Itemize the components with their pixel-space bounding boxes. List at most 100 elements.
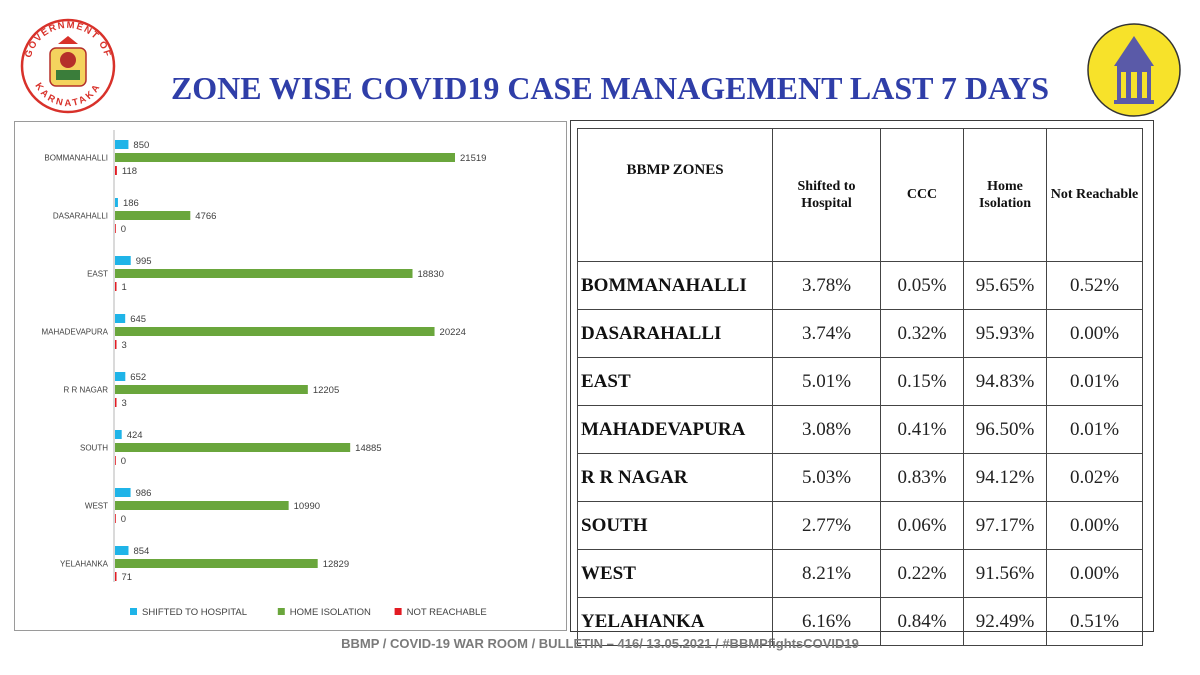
data-label: 3 xyxy=(122,340,127,351)
data-label: 645 xyxy=(130,314,146,325)
zone-cell: DASARAHALLI xyxy=(577,309,773,358)
data-label: 850 xyxy=(133,140,149,151)
table-row: R R NAGAR 5.03% 0.83% 94.12% 0.02% xyxy=(577,453,1143,502)
category-label-east: EAST xyxy=(87,270,108,279)
data-label: 71 xyxy=(122,572,133,583)
bar-mahadevapura-shifted-to-hospital xyxy=(115,314,126,323)
bar-west-home-isolation xyxy=(115,501,289,510)
data-label: 854 xyxy=(133,546,149,557)
ccc-cell: 0.05% xyxy=(880,261,964,310)
data-label: 12205 xyxy=(313,385,339,396)
notreach-cell: 0.01% xyxy=(1046,405,1143,454)
table-row: SOUTH 2.77% 0.06% 97.17% 0.00% xyxy=(577,501,1143,550)
bar-dasarahalli-shifted-to-hospital xyxy=(115,198,118,207)
data-label: 0 xyxy=(121,514,126,525)
home-cell: 94.83% xyxy=(963,357,1047,406)
ccc-cell: 0.15% xyxy=(880,357,964,406)
legend-swatch xyxy=(130,608,137,615)
notreach-cell: 0.00% xyxy=(1046,501,1143,550)
hospital-cell: 5.03% xyxy=(772,453,881,502)
home-cell: 95.93% xyxy=(963,309,1047,358)
table-header-row: BBMP ZONES Shifted to Hospital CCC Home … xyxy=(577,128,1143,262)
bar-r-r-nagar-shifted-to-hospital xyxy=(115,372,126,381)
zone-cell: MAHADEVAPURA xyxy=(577,405,773,454)
bar-dasarahalli-not-reachable xyxy=(115,224,116,233)
bar-dasarahalli-home-isolation xyxy=(115,211,191,220)
notreach-cell: 0.01% xyxy=(1046,357,1143,406)
table-row: MAHADEVAPURA 3.08% 0.41% 96.50% 0.01% xyxy=(577,405,1143,454)
hospital-cell: 3.08% xyxy=(772,405,881,454)
footer-bulletin: BBMP / COVID-19 WAR ROOM / BULLETIN – 41… xyxy=(341,636,859,651)
legend-label: HOME ISOLATION xyxy=(290,607,371,618)
page-title: ZONE WISE COVID19 CASE MANAGEMENT LAST 7… xyxy=(170,70,1050,106)
data-label: 20224 xyxy=(440,327,466,338)
zone-percentage-table-box: BBMP ZONES Shifted to Hospital CCC Home … xyxy=(570,120,1154,646)
hospital-cell: 8.21% xyxy=(772,549,881,598)
data-label: 12829 xyxy=(323,559,349,570)
header-bbmp-zones: BBMP ZONES xyxy=(577,128,773,262)
legend-swatch xyxy=(394,608,402,615)
bar-yelahanka-not-reachable xyxy=(115,572,117,581)
karnataka-government-emblem: GOVERNMENT OF KARNATAKA xyxy=(16,14,120,114)
zone-cell: YELAHANKA xyxy=(577,597,773,646)
bar-south-not-reachable xyxy=(115,456,116,465)
data-label: 21519 xyxy=(460,153,486,164)
bar-south-shifted-to-hospital xyxy=(115,430,122,439)
bar-r-r-nagar-not-reachable xyxy=(115,398,117,407)
home-cell: 97.17% xyxy=(963,501,1047,550)
home-cell: 92.49% xyxy=(963,597,1047,646)
data-label: 18830 xyxy=(418,269,444,280)
table-row: EAST 5.01% 0.15% 94.83% 0.01% xyxy=(577,357,1143,406)
table-row: YELAHANKA 6.16% 0.84% 92.49% 0.51% xyxy=(577,597,1143,646)
table-row: BOMMANAHALLI 3.78% 0.05% 95.65% 0.52% xyxy=(577,261,1143,310)
data-label: 118 xyxy=(122,166,137,177)
ccc-cell: 0.22% xyxy=(880,549,964,598)
data-label: 186 xyxy=(123,198,139,209)
bar-mahadevapura-not-reachable xyxy=(115,340,117,349)
ccc-cell: 0.84% xyxy=(880,597,964,646)
notreach-cell: 0.51% xyxy=(1046,597,1143,646)
legend-swatch xyxy=(277,608,285,615)
bar-yelahanka-shifted-to-hospital xyxy=(115,546,129,555)
notreach-cell: 0.02% xyxy=(1046,453,1143,502)
data-label: 986 xyxy=(136,488,152,499)
legend-label: SHIFTED TO HOSPITAL xyxy=(142,607,247,618)
hospital-cell: 5.01% xyxy=(772,357,881,406)
category-label-dasarahalli: DASARAHALLI xyxy=(53,212,108,221)
zone-percentage-table: BBMP ZONES Shifted to Hospital CCC Home … xyxy=(577,128,1143,646)
zone-cell: SOUTH xyxy=(577,501,773,550)
bar-chart-svg: BOMMANAHALLI 850 21519 118 DASARAHALLI 186 476… xyxy=(41,130,487,618)
category-label-yelahanka: YELAHANKA xyxy=(60,560,109,569)
bar-west-shifted-to-hospital xyxy=(115,488,131,497)
data-label: 0 xyxy=(121,456,126,467)
category-label-bommanahalli: BOMMANAHALLI xyxy=(44,154,108,163)
data-label: 14885 xyxy=(355,443,381,454)
zone-cell: BOMMANAHALLI xyxy=(577,261,773,310)
ccc-cell: 0.06% xyxy=(880,501,964,550)
ccc-cell: 0.41% xyxy=(880,405,964,454)
home-cell: 96.50% xyxy=(963,405,1047,454)
data-label: 0 xyxy=(121,224,126,235)
home-cell: 91.56% xyxy=(963,549,1047,598)
hospital-cell: 3.74% xyxy=(772,309,881,358)
bar-chart: BOMMANAHALLI 850 21519 118 DASARAHALLI 186 476… xyxy=(14,121,567,631)
bar-bommanahalli-home-isolation xyxy=(115,153,456,162)
table-row: WEST 8.21% 0.22% 91.56% 0.00% xyxy=(577,549,1143,598)
home-cell: 94.12% xyxy=(963,453,1047,502)
data-label: 4766 xyxy=(195,211,216,222)
notreach-cell: 0.52% xyxy=(1046,261,1143,310)
bar-bommanahalli-shifted-to-hospital xyxy=(115,140,129,149)
category-label-mahadevapura: MAHADEVAPURA xyxy=(41,328,108,337)
bar-east-shifted-to-hospital xyxy=(115,256,131,265)
category-label-south: SOUTH xyxy=(80,444,108,453)
header-ccc: CCC xyxy=(880,128,964,262)
hospital-cell: 3.78% xyxy=(772,261,881,310)
ccc-cell: 0.32% xyxy=(880,309,964,358)
data-label: 424 xyxy=(127,430,143,441)
zone-cell: WEST xyxy=(577,549,773,598)
zone-cell: EAST xyxy=(577,357,773,406)
data-label: 3 xyxy=(122,398,127,409)
zone-cell: R R NAGAR xyxy=(577,453,773,502)
bar-east-not-reachable xyxy=(115,282,117,291)
table-row: DASARAHALLI 3.74% 0.32% 95.93% 0.00% xyxy=(577,309,1143,358)
